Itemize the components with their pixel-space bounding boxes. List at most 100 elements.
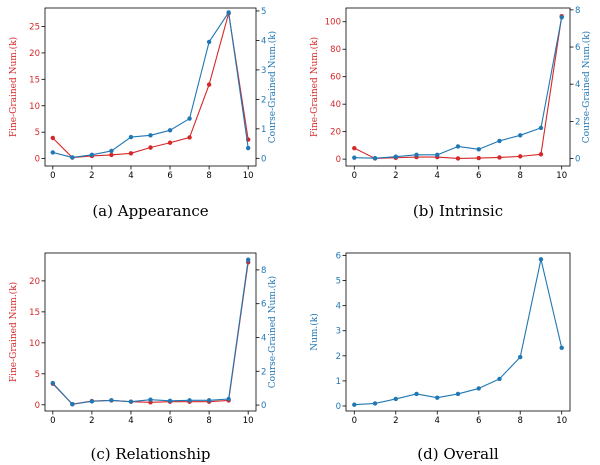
data-point: [435, 395, 440, 400]
y-tick-label: 15: [29, 75, 40, 85]
data-point: [435, 152, 440, 158]
y-tick-label: 5: [35, 128, 40, 138]
x-tick-label: 4: [435, 416, 440, 426]
data-point: [50, 380, 56, 386]
series-line-1: [52, 262, 249, 405]
y2-tick-label: 2: [575, 117, 580, 127]
data-point: [518, 354, 523, 360]
x-tick-label: 10: [243, 171, 254, 181]
data-point: [538, 152, 544, 157]
x-tick-label: 6: [167, 416, 172, 426]
plot-frame: [44, 252, 257, 412]
y2-tick-label: 5: [261, 7, 266, 17]
y2-tick-label: 4: [261, 333, 266, 343]
data-point: [128, 399, 134, 404]
data-point: [206, 39, 212, 45]
x-tick-label: 6: [167, 171, 172, 181]
y-tick-label: 20: [29, 49, 40, 59]
y2-tick-label: 8: [575, 6, 580, 16]
y2-tick-label: 0: [261, 401, 266, 411]
y-tick-label: 80: [330, 45, 341, 55]
data-point: [476, 147, 481, 152]
y-tick-label: 15: [29, 308, 40, 318]
data-point: [70, 402, 75, 407]
y2-tick-label: 3: [261, 66, 266, 76]
x-tick-label: 2: [89, 171, 94, 181]
data-point: [559, 15, 564, 20]
y-tick-label: 5: [35, 370, 40, 380]
y2-tick-label: 6: [575, 43, 580, 53]
y-tick-label: 0: [336, 402, 341, 412]
data-point: [372, 155, 378, 161]
y-tick-label: 20: [330, 128, 341, 138]
x-tick-label: 2: [393, 416, 398, 426]
data-point: [128, 151, 134, 156]
data-point: [128, 134, 134, 140]
data-point: [476, 155, 481, 161]
data-point: [89, 152, 95, 157]
data-point: [393, 396, 398, 402]
y-tick-label: 2: [336, 352, 341, 362]
x-tick-label: 0: [352, 416, 357, 426]
x-tick-label: 10: [556, 171, 567, 181]
x-tick-label: 8: [206, 416, 211, 426]
chart-panel-3: 0 2 4 6 8 10 0 5 10 15 20 Fine-Grained Num.(k) 0 2 4 6 8…: [8, 252, 278, 463]
y2-tick-label: 0: [261, 154, 266, 164]
series-line-1: [354, 258, 563, 406]
data-point: [414, 152, 419, 158]
panel-caption: (c) Relationship: [90, 445, 210, 463]
data-point: [559, 345, 564, 350]
x-tick-label: 10: [243, 416, 254, 426]
y2-tick-label: 8: [261, 266, 266, 276]
y2-axis-label: Course-Grained Num.(k): [581, 31, 592, 143]
data-point: [206, 398, 212, 403]
data-point: [167, 398, 173, 404]
data-point: [167, 140, 173, 145]
y-tick-label: 0: [336, 155, 341, 165]
panel-caption: (d) Overall: [417, 445, 499, 463]
y-axis-label: Fine-Grained Num.(k): [8, 37, 19, 137]
x-tick-label: 0: [50, 171, 55, 181]
x-tick-label: 8: [206, 171, 211, 181]
data-point: [50, 135, 56, 141]
y-tick-label: 1: [336, 377, 341, 387]
y2-axis-label: Course-Grained Num.(k): [267, 31, 278, 143]
panel-caption: (a) Appearance: [92, 202, 208, 220]
data-point: [245, 145, 251, 151]
x-tick-label: 0: [352, 171, 357, 181]
data-point: [352, 402, 357, 407]
data-point: [518, 154, 523, 159]
data-point: [245, 257, 251, 262]
data-point: [148, 145, 153, 150]
data-point: [206, 82, 212, 87]
y-tick-label: 60: [330, 73, 341, 83]
x-tick-label: 2: [89, 416, 94, 426]
y-tick-label: 25: [29, 22, 40, 32]
y2-axis-label: Course-Grained Num.(k): [267, 276, 278, 388]
data-point: [455, 391, 461, 397]
data-point: [497, 138, 502, 144]
y-tick-label: 40: [330, 100, 341, 110]
panel-caption: (b) Intrinsic: [413, 202, 503, 220]
data-point: [455, 144, 461, 149]
y2-tick-label: 6: [261, 300, 266, 310]
series-line-1: [354, 16, 563, 159]
y-tick-label: 5: [336, 277, 341, 287]
data-point: [187, 116, 192, 121]
y2-tick-label: 1: [261, 125, 266, 135]
data-point: [70, 155, 75, 160]
data-point: [187, 398, 192, 403]
data-point: [538, 257, 544, 262]
y-tick-label: 100: [325, 18, 341, 28]
data-point: [393, 154, 398, 159]
data-point: [352, 155, 357, 160]
y2-tick-label: 0: [575, 155, 580, 165]
data-point: [414, 391, 419, 397]
x-tick-label: 10: [556, 416, 567, 426]
data-point: [109, 152, 114, 158]
series-line-2: [52, 259, 249, 405]
y2-tick-label: 4: [575, 80, 580, 90]
y-axis-label: Fine-Grained Num.(k): [309, 37, 320, 137]
